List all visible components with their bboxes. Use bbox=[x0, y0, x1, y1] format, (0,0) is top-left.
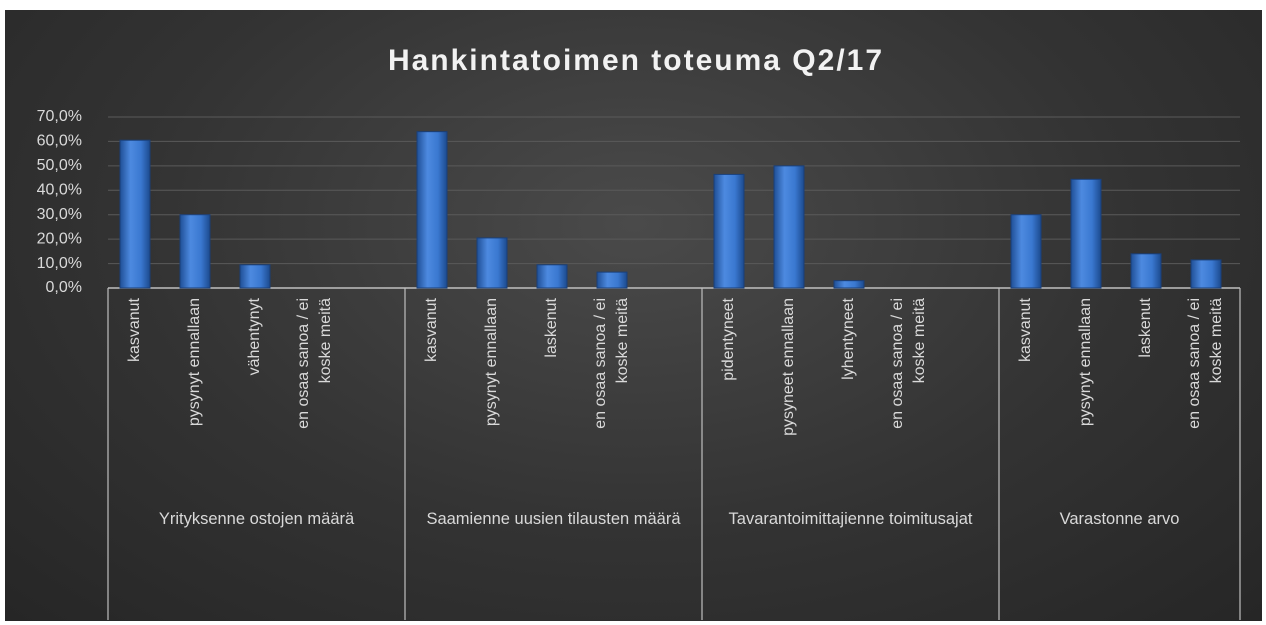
x-tick-text: pysynyt ennallaan bbox=[483, 298, 500, 427]
x-tick-text: pysynyt ennallaan bbox=[186, 298, 203, 427]
x-tick-text: pidentyneet bbox=[720, 298, 737, 381]
x-tick-text: pysynyt ennallaan bbox=[1077, 298, 1094, 427]
group-label: Saamienne uusien tilausten määrä bbox=[426, 510, 681, 528]
bar bbox=[1190, 259, 1222, 289]
y-tick-label: 0,0% bbox=[46, 279, 82, 296]
bar bbox=[833, 280, 865, 289]
bar bbox=[119, 139, 151, 289]
bar bbox=[239, 264, 271, 289]
y-tick-label: 10,0% bbox=[37, 255, 82, 272]
x-tick-text: kasvanut bbox=[126, 298, 143, 363]
chart-background bbox=[5, 10, 1262, 621]
y-tick-label: 60,0% bbox=[37, 133, 82, 150]
x-tick-text: laskenut bbox=[543, 298, 560, 358]
y-tick-label: 70,0% bbox=[37, 108, 82, 125]
x-tick-text: vähentynyt bbox=[246, 298, 263, 376]
bar bbox=[416, 131, 448, 289]
bar bbox=[1010, 214, 1042, 289]
chart-title: Hankintatoimen toteuma Q2/17 bbox=[388, 44, 884, 77]
group-label: Tavarantoimittajienne toimitusajat bbox=[728, 510, 973, 528]
y-tick-label: 50,0% bbox=[37, 157, 82, 174]
x-tick-text: pysyneet ennallaan bbox=[780, 298, 797, 436]
y-tick-label: 20,0% bbox=[37, 230, 82, 247]
x-tick-text: kasvanut bbox=[1017, 298, 1034, 363]
group-label: Yrityksenne ostojen määrä bbox=[158, 510, 355, 528]
x-tick-text: kasvanut bbox=[423, 298, 440, 363]
bar bbox=[536, 264, 568, 289]
x-tick-text: laskenut bbox=[1137, 298, 1154, 358]
x-tick-text: en osaa sanoa / ei koske meitä bbox=[295, 298, 334, 429]
bar bbox=[773, 165, 805, 289]
x-tick-text: en osaa sanoa / ei koske meitä bbox=[592, 298, 631, 429]
y-tick-label: 30,0% bbox=[37, 206, 82, 223]
group-label: Varastonne arvo bbox=[1059, 510, 1180, 528]
bar bbox=[1070, 178, 1102, 289]
bar bbox=[713, 173, 745, 289]
y-tick-label: 40,0% bbox=[37, 182, 82, 199]
x-tick-text: en osaa sanoa / ei koske meitä bbox=[889, 298, 928, 429]
x-tick-text: lyhentyneet bbox=[840, 298, 857, 380]
bar bbox=[179, 214, 211, 289]
bar bbox=[596, 271, 628, 289]
bar bbox=[476, 237, 508, 289]
bar bbox=[1130, 253, 1162, 289]
x-tick-text: en osaa sanoa / ei koske meitä bbox=[1186, 298, 1225, 429]
